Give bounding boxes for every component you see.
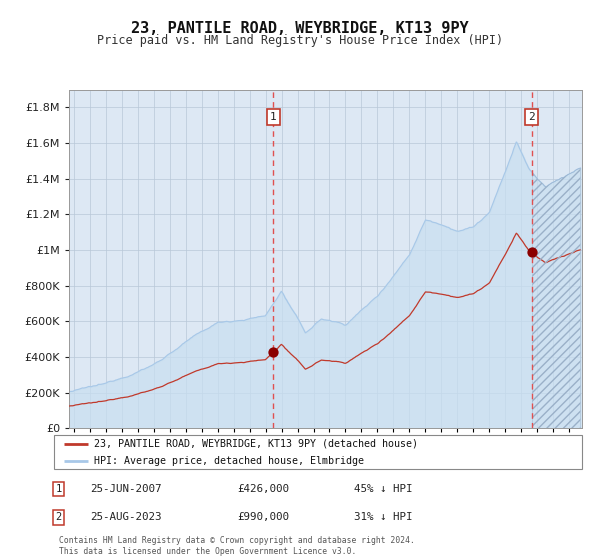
Text: 1: 1	[270, 111, 277, 122]
Text: 2: 2	[528, 111, 535, 122]
Text: 25-AUG-2023: 25-AUG-2023	[90, 512, 161, 522]
Text: 31% ↓ HPI: 31% ↓ HPI	[354, 512, 413, 522]
Text: 45% ↓ HPI: 45% ↓ HPI	[354, 484, 413, 494]
Text: HPI: Average price, detached house, Elmbridge: HPI: Average price, detached house, Elmb…	[94, 456, 364, 466]
Text: 25-JUN-2007: 25-JUN-2007	[90, 484, 161, 494]
Text: £426,000: £426,000	[237, 484, 289, 494]
Point	[527, 248, 536, 256]
FancyBboxPatch shape	[54, 435, 582, 469]
Text: 23, PANTILE ROAD, WEYBRIDGE, KT13 9PY: 23, PANTILE ROAD, WEYBRIDGE, KT13 9PY	[131, 21, 469, 36]
Text: 2: 2	[56, 512, 62, 522]
Point	[269, 348, 278, 357]
Text: Price paid vs. HM Land Registry's House Price Index (HPI): Price paid vs. HM Land Registry's House …	[97, 34, 503, 46]
Text: Contains HM Land Registry data © Crown copyright and database right 2024.
This d: Contains HM Land Registry data © Crown c…	[59, 536, 415, 556]
Text: 23, PANTILE ROAD, WEYBRIDGE, KT13 9PY (detached house): 23, PANTILE ROAD, WEYBRIDGE, KT13 9PY (d…	[94, 439, 418, 449]
Text: £990,000: £990,000	[237, 512, 289, 522]
Text: 1: 1	[56, 484, 62, 494]
